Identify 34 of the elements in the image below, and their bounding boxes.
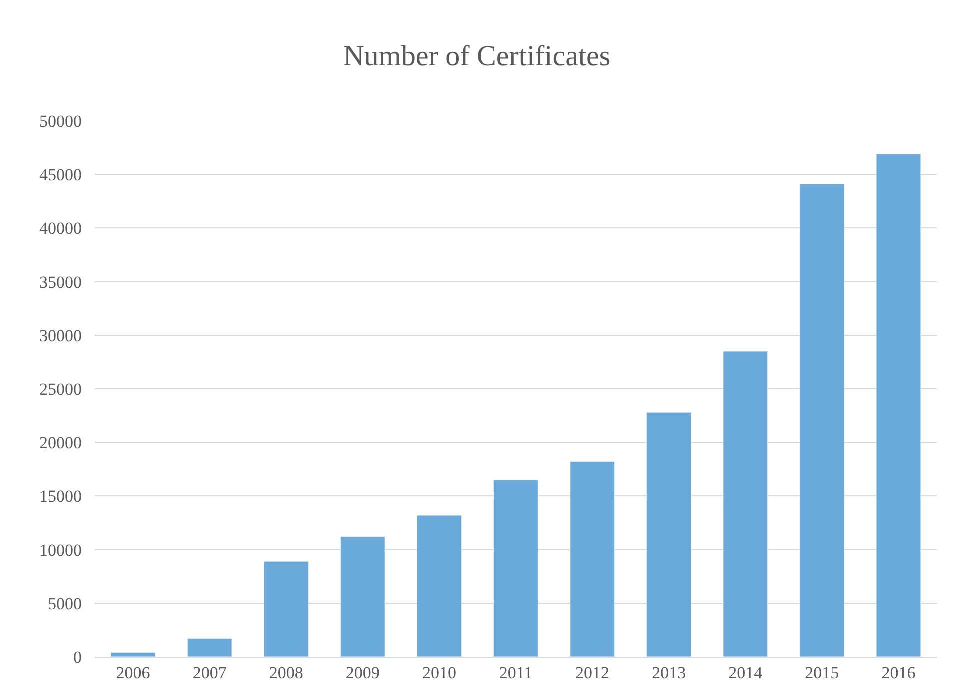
bar [570,462,615,657]
bar [723,351,768,657]
bar [187,638,232,657]
y-tick-label: 50000 [40,112,82,131]
bar [646,412,692,657]
x-tick-label: 2013 [652,663,686,682]
y-tick-label: 25000 [40,380,82,399]
y-tick-label: 5000 [48,594,82,614]
bar [110,652,156,657]
y-tick-label: 0 [74,648,82,667]
bar [800,184,845,657]
bar [494,480,538,657]
x-tick-label: 2010 [422,663,456,682]
y-tick-label: 30000 [40,326,82,346]
x-tick-label: 2015 [805,663,840,682]
y-tick-label: 10000 [40,540,82,560]
bar [876,154,922,657]
x-tick-label: 2011 [499,663,533,682]
y-tick-label: 40000 [40,219,82,238]
y-tick-label: 20000 [40,434,82,453]
y-tick-label: 35000 [40,272,82,292]
bar [340,536,386,657]
x-tick-label: 2008 [269,663,304,682]
y-tick-label: 45000 [40,166,82,185]
bar [417,515,462,657]
x-tick-label: 2012 [576,663,610,682]
x-tick-label: 2007 [192,663,228,682]
y-tick-label: 15000 [40,487,82,506]
x-tick-label: 2006 [116,663,150,682]
chart-title: Number of Certificates [343,40,611,73]
x-tick-label: 2014 [728,663,764,682]
x-tick-label: 2016 [882,663,916,682]
x-tick-label: 2009 [346,663,380,682]
bar [264,561,309,657]
